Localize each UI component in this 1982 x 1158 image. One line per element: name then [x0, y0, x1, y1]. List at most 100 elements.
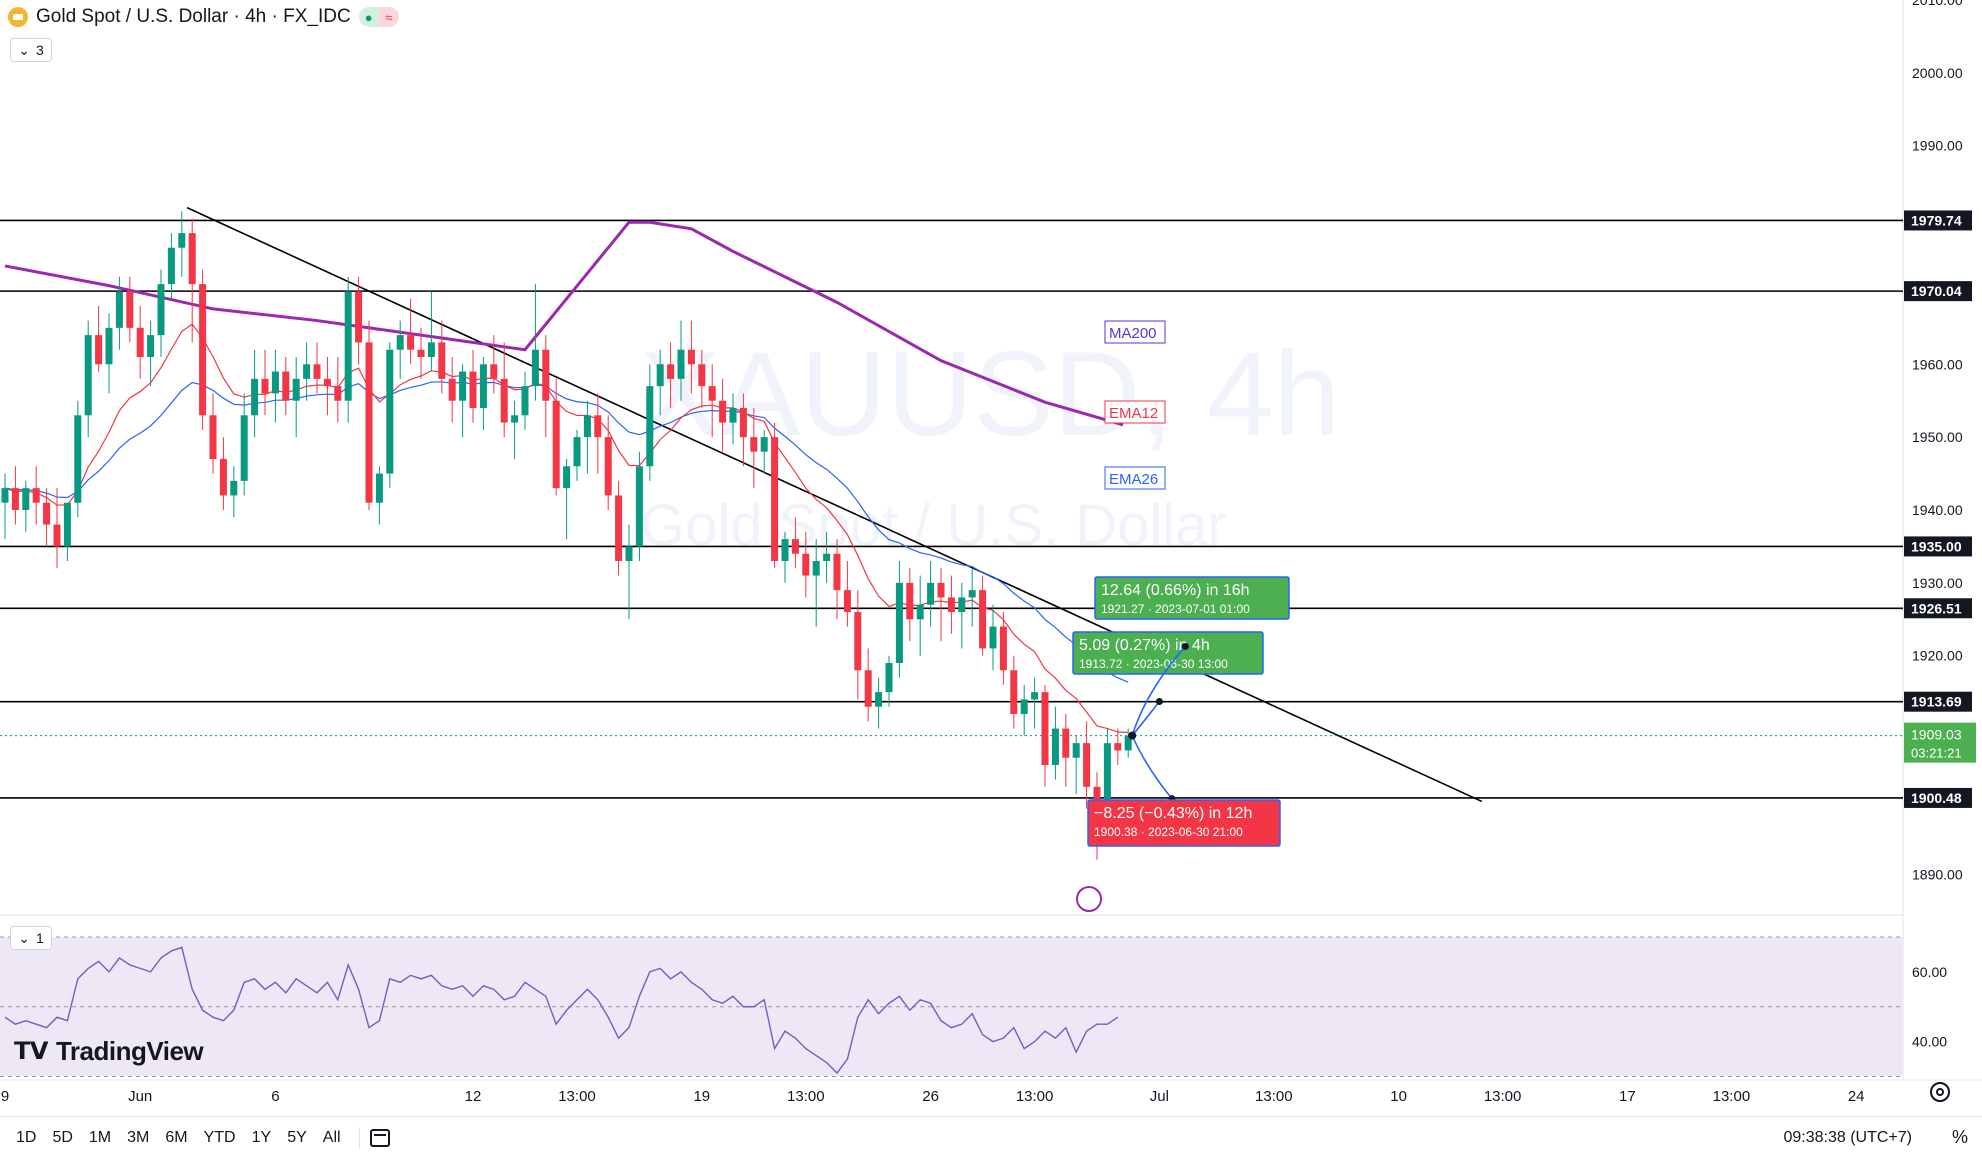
candle-body[interactable]	[240, 415, 248, 481]
candle-body[interactable]	[677, 349, 685, 379]
range-button-5y[interactable]: 5Y	[287, 1128, 307, 1146]
candle-body[interactable]	[95, 335, 103, 365]
range-button-ytd[interactable]: YTD	[203, 1128, 236, 1146]
candle-body[interactable]	[230, 480, 238, 496]
candle-body[interactable]	[833, 553, 841, 591]
candle-body[interactable]	[1051, 728, 1059, 765]
candle-body[interactable]	[105, 327, 113, 365]
candle-body[interactable]	[32, 488, 40, 503]
candle-body[interactable]	[500, 378, 508, 423]
candle-body[interactable]	[635, 466, 643, 547]
candle-body[interactable]	[1041, 692, 1049, 765]
candle-body[interactable]	[760, 437, 768, 452]
candle-body[interactable]	[1103, 743, 1111, 802]
range-button-all[interactable]: All	[322, 1128, 341, 1146]
candle-body[interactable]	[407, 335, 415, 350]
candle-body[interactable]	[1062, 728, 1070, 758]
candle-body[interactable]	[802, 553, 810, 576]
candle-body[interactable]	[687, 349, 695, 365]
candle-body[interactable]	[355, 291, 363, 343]
candle-body[interactable]	[490, 364, 498, 379]
candle-body[interactable]	[698, 364, 706, 387]
candle-body[interactable]	[594, 415, 602, 438]
indicator-label-ma200[interactable]: MA200	[1104, 320, 1166, 344]
candle-body[interactable]	[261, 378, 269, 394]
market-status-pill[interactable]: ● ≈	[358, 7, 399, 27]
candle-body[interactable]	[282, 371, 290, 401]
candle-body[interactable]	[1124, 735, 1132, 751]
range-button-6m[interactable]: 6M	[165, 1128, 188, 1146]
candle-body[interactable]	[615, 495, 623, 561]
candle-body[interactable]	[646, 386, 654, 467]
candle-body[interactable]	[303, 364, 311, 379]
candle-body[interactable]	[251, 378, 259, 416]
candle-body[interactable]	[511, 415, 519, 423]
candle-body[interactable]	[947, 597, 955, 612]
candle-body[interactable]	[1072, 743, 1080, 758]
candle-body[interactable]	[791, 539, 799, 554]
candle-body[interactable]	[365, 342, 373, 503]
candle-body[interactable]	[1031, 692, 1039, 700]
candle-body[interactable]	[344, 291, 352, 401]
candle-body[interactable]	[656, 364, 664, 387]
candle-body[interactable]	[11, 488, 19, 510]
candle-body[interactable]	[968, 590, 976, 598]
candle-body[interactable]	[448, 378, 456, 401]
candle-body[interactable]	[531, 349, 539, 387]
candle-body[interactable]	[864, 670, 872, 707]
candle-body[interactable]	[63, 502, 71, 547]
candle-body[interactable]	[625, 546, 633, 561]
clock[interactable]: 09:38:38 (UTC+7)	[1783, 1129, 1912, 1146]
candle-body[interactable]	[115, 291, 123, 328]
candle-body[interactable]	[937, 582, 945, 598]
candle-body[interactable]	[417, 349, 425, 357]
candle-body[interactable]	[396, 335, 404, 350]
candle-body[interactable]	[552, 400, 560, 489]
settings-gear-icon[interactable]	[1930, 1082, 1950, 1102]
candle-body[interactable]	[178, 233, 186, 248]
candle-body[interactable]	[989, 626, 997, 649]
percent-toggle[interactable]: %	[1951, 1127, 1968, 1147]
candle-body[interactable]	[875, 692, 883, 707]
candle-body[interactable]	[958, 597, 966, 612]
candle-body[interactable]	[469, 371, 477, 408]
rsi-legend-toggle[interactable]: ⌄ 1	[10, 926, 52, 950]
range-button-5d[interactable]: 5D	[52, 1128, 73, 1146]
candle-body[interactable]	[771, 437, 779, 561]
candle-body[interactable]	[1114, 743, 1122, 751]
candle-body[interactable]	[136, 327, 144, 357]
event-lightning-icon[interactable]	[1076, 886, 1102, 912]
candle-body[interactable]	[219, 459, 227, 496]
candle-body[interactable]	[781, 539, 789, 561]
candle-body[interactable]	[438, 342, 446, 379]
candle-body[interactable]	[823, 553, 831, 561]
indicator-label-ema12[interactable]: EMA12	[1104, 400, 1166, 424]
calendar-icon[interactable]	[369, 1128, 390, 1147]
candle-body[interactable]	[927, 582, 935, 605]
candle-body[interactable]	[854, 612, 862, 671]
candle-body[interactable]	[1010, 670, 1018, 714]
candle-body[interactable]	[1093, 786, 1101, 802]
candle-body[interactable]	[750, 437, 758, 452]
trend-line[interactable]	[186, 206, 1483, 803]
candle-body[interactable]	[719, 400, 727, 423]
candle-body[interactable]	[739, 408, 747, 438]
candle-body[interactable]	[1020, 699, 1028, 714]
candle-body[interactable]	[167, 247, 175, 285]
candle-body[interactable]	[479, 364, 487, 408]
candle-body[interactable]	[812, 561, 820, 576]
candle-body[interactable]	[147, 335, 155, 357]
candle-body[interactable]	[521, 386, 529, 416]
candle-body[interactable]	[573, 437, 581, 467]
indicator-label-ema26[interactable]: EMA26	[1104, 466, 1166, 490]
price-chart[interactable]: XAUUSD, 4h Gold Spot / U.S. Dollar 2010.00…	[0, 0, 1982, 1116]
symbol-header[interactable]: Gold Spot / U.S. Dollar · 4h · FX_IDC ● …	[8, 6, 399, 28]
candle-body[interactable]	[84, 335, 92, 416]
candle-body[interactable]	[916, 604, 924, 620]
indicators-toggle[interactable]: ⌄ 3	[10, 38, 52, 62]
candle-body[interactable]	[1083, 743, 1091, 787]
candle-body[interactable]	[334, 386, 342, 401]
candle-body[interactable]	[53, 524, 61, 547]
candle-body[interactable]	[22, 488, 30, 510]
